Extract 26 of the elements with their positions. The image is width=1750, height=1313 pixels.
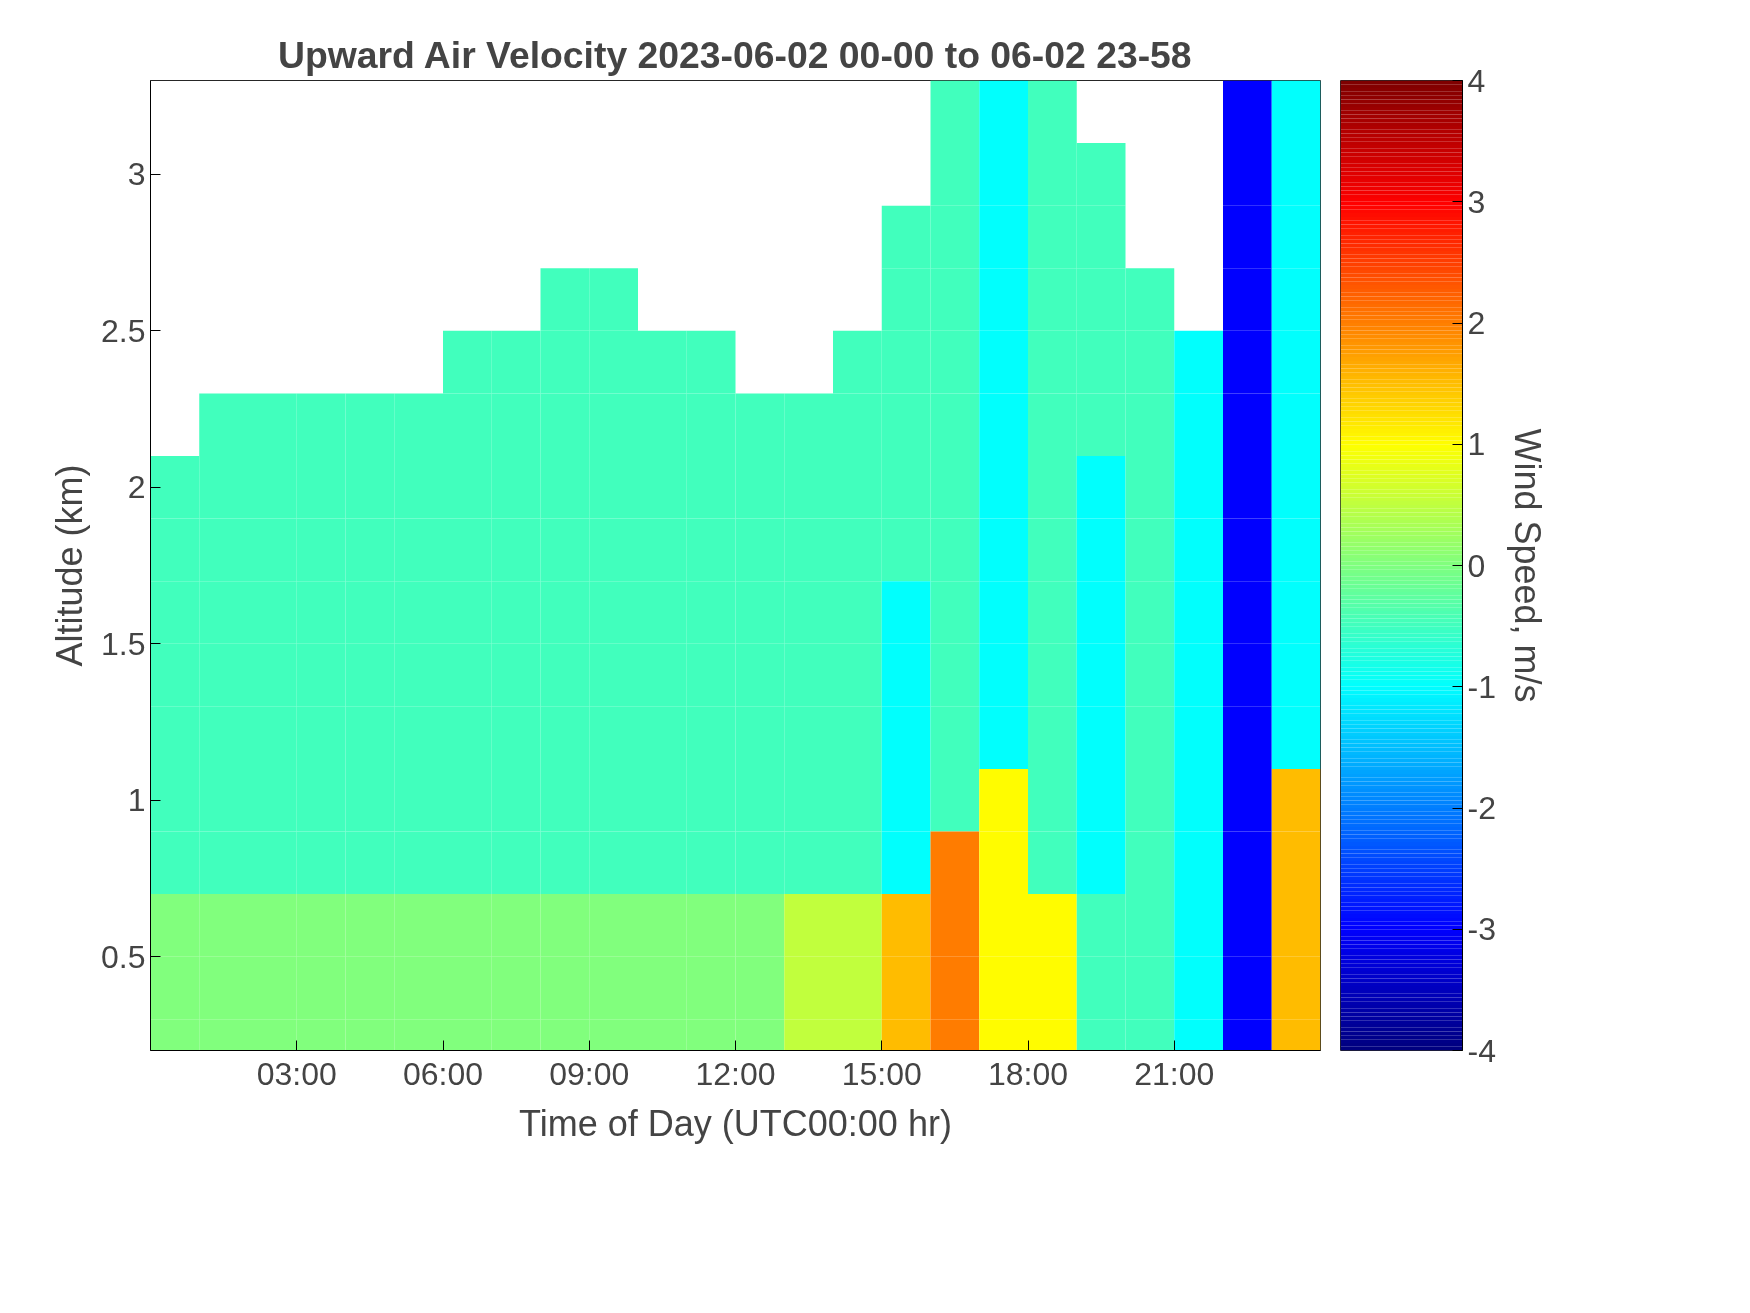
- color-bar-label: -4: [1467, 1032, 1496, 1069]
- color-bar-label: 4: [1467, 62, 1486, 99]
- x-tick-label: 21:00: [1134, 1055, 1215, 1092]
- y-tick-label: 3: [127, 156, 146, 193]
- x-tick-label: 09:00: [549, 1055, 630, 1092]
- color-bar-label: -2: [1467, 790, 1496, 826]
- x-tick-label: 18:00: [987, 1055, 1069, 1092]
- y-tick-label: 2: [127, 469, 146, 506]
- y-tick-label: 2.5: [101, 312, 146, 349]
- y-tick-label: 1: [127, 782, 146, 819]
- x-tick-label: 06:00: [402, 1055, 484, 1092]
- color-bar-label: 0: [1467, 547, 1486, 584]
- x-tick-label: 12:00: [695, 1055, 776, 1092]
- color-bar-label: 1: [1467, 426, 1486, 463]
- y-tick-label: 1.5: [101, 625, 146, 662]
- y-tick-label: 0.5: [101, 938, 146, 975]
- color-bar-label: 3: [1467, 183, 1486, 220]
- x-tick-label: 03:00: [256, 1055, 337, 1092]
- y-axis-title: Altitude (km): [49, 464, 91, 667]
- x-axis-title: Time of Day (UTC00:00 hr): [519, 1102, 952, 1144]
- chart-title: Upward Air Velocity 2023-06-02 00-00 to 06-02 23-58: [277, 33, 1192, 76]
- color-bar-label: 2: [1467, 305, 1486, 341]
- color-bar-label: -1: [1467, 668, 1496, 705]
- color-bar-title: Wind Speed, m/s: [1506, 428, 1548, 703]
- color-bar-label: -3: [1467, 911, 1496, 948]
- x-tick-label: 15:00: [841, 1055, 922, 1092]
